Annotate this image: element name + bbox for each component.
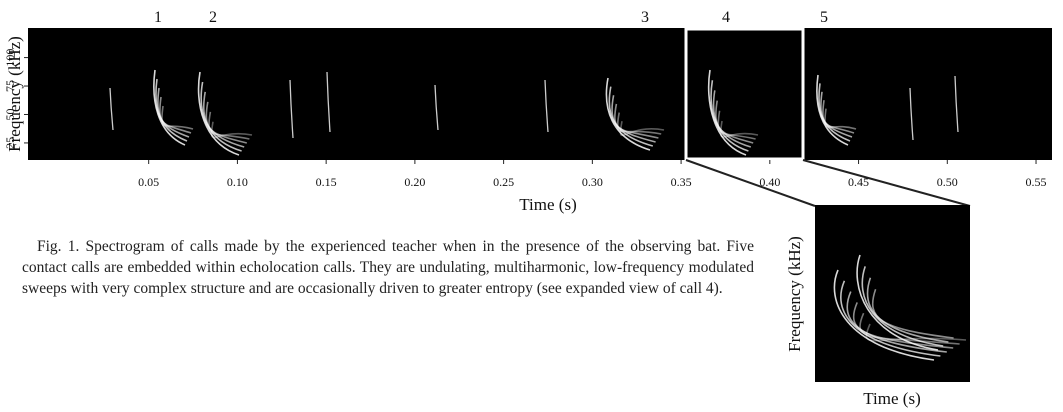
- contact-call: [205, 101, 247, 144]
- contact-call: [159, 96, 192, 134]
- zoom-line: [685, 159, 816, 207]
- x-tick-label: 0.30: [582, 175, 603, 189]
- contact-call: [707, 69, 747, 156]
- contact-call: [719, 120, 759, 138]
- contact-call: [816, 74, 849, 146]
- call-label: 5: [820, 9, 828, 26]
- x-tick-label: 0.35: [671, 175, 692, 189]
- contact-call: [859, 312, 960, 345]
- echolocation-call: [909, 87, 914, 141]
- y-tick-label: 25: [3, 137, 17, 149]
- contact-call: [208, 111, 250, 140]
- contact-call: [865, 323, 967, 342]
- contact-call: [856, 254, 939, 351]
- echolocation-call: [954, 75, 959, 133]
- zoom-box: [684, 27, 805, 161]
- call-label: 4: [722, 9, 730, 26]
- contact-call: [717, 110, 756, 140]
- echolocation-call: [434, 84, 439, 131]
- contact-call: [852, 302, 954, 349]
- contact-call: [616, 112, 662, 135]
- contact-call: [715, 100, 754, 144]
- x-tick-label: 0.15: [316, 175, 337, 189]
- y-axis-label: Frequency (kHz): [5, 36, 24, 152]
- spectrogram: [28, 28, 1052, 160]
- echolocation-call: [326, 71, 331, 133]
- x-tick-label: 0.20: [404, 175, 425, 189]
- contact-call: [861, 266, 944, 347]
- call-label: 2: [209, 9, 217, 26]
- contact-call: [197, 71, 240, 156]
- x-tick-label: 0.25: [493, 175, 514, 189]
- x-tick-label: 0.45: [848, 175, 869, 189]
- contact-call: [822, 100, 855, 134]
- contact-call: [153, 69, 186, 146]
- echolocation-call: [289, 79, 294, 139]
- contact-call: [619, 121, 665, 137]
- x-tick-label: 0.10: [227, 175, 248, 189]
- contact-call: [210, 121, 253, 139]
- echolocation-call: [544, 79, 549, 133]
- x-tick-label: 0.40: [759, 175, 780, 189]
- x-tick-label: 0.55: [1026, 175, 1047, 189]
- contact-call: [614, 103, 659, 139]
- contact-call: [824, 108, 857, 130]
- contact-call: [161, 105, 194, 130]
- caption: Fig. 1. Spectrogram of calls made by the…: [22, 238, 754, 297]
- call-strokes: [109, 69, 967, 361]
- call-label: 3: [641, 9, 649, 26]
- y-tick-label: 100: [3, 49, 17, 67]
- zoom-line: [802, 159, 971, 207]
- y-tick-label: 50: [3, 108, 17, 120]
- x-tick-label: 0.05: [138, 175, 159, 189]
- x-axis-label: Time (s): [519, 195, 576, 214]
- contact-call: [871, 288, 954, 339]
- contact-call: [833, 269, 935, 361]
- inset-y-label: Frequency (kHz): [785, 236, 804, 352]
- echolocation-call: [109, 87, 114, 131]
- call-label: 1: [154, 9, 162, 26]
- inset-spectrogram: [815, 205, 970, 382]
- contact-call: [605, 77, 651, 151]
- inset-x-label: Time (s): [863, 389, 920, 408]
- x-tick-label: 0.50: [937, 175, 958, 189]
- contact-call: [840, 280, 941, 357]
- y-tick-label: 75: [3, 80, 17, 92]
